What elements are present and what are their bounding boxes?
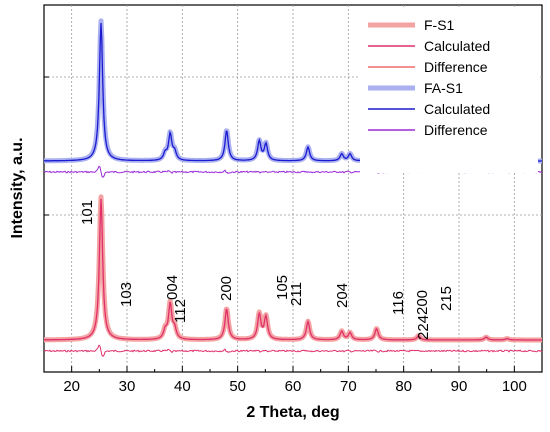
- legend-label: Calculated: [424, 38, 490, 54]
- x-axis-ticks: 20 30 40 50 60 70 80 90 100: [63, 366, 527, 395]
- peak-label: 101: [79, 200, 96, 225]
- peak-label: 112: [172, 299, 189, 323]
- peak-label: 200: [414, 290, 431, 315]
- legend-label: F-S1: [424, 17, 455, 33]
- x-tick-label: 60: [285, 378, 302, 395]
- x-tick-label: 40: [174, 378, 191, 395]
- legend-label: FA-S1: [424, 80, 463, 96]
- peak-label: 004: [164, 275, 181, 300]
- x-tick-label: 90: [451, 378, 468, 395]
- legend: F-S1 Calculated Difference FA-S1 Calculated D…: [360, 9, 538, 173]
- legend-label: Calculated: [424, 101, 490, 117]
- x-tick-label: 50: [229, 378, 246, 395]
- peak-label: 224: [415, 315, 432, 340]
- legend-background: [360, 9, 538, 173]
- x-axis-title: 2 Theta, deg: [246, 404, 339, 421]
- x-tick-label: 80: [395, 378, 412, 395]
- peak-label: 211: [288, 282, 305, 306]
- series-f-s1-difference: [43, 344, 543, 358]
- peak-label: 200: [218, 276, 235, 301]
- legend-label: Difference: [424, 122, 488, 138]
- peak-label: 116: [390, 291, 407, 315]
- series-f-s1-calculated: [44, 198, 542, 341]
- peak-label: 105: [274, 275, 291, 300]
- x-tick-label: 70: [340, 378, 357, 395]
- peak-label: 204: [334, 283, 351, 308]
- legend-label: Difference: [424, 59, 488, 75]
- x-tick-label: 30: [119, 378, 136, 395]
- peak-label: 215: [438, 286, 455, 311]
- x-tick-label: 20: [63, 378, 80, 395]
- y-axis-title: Intensity, a.u.: [9, 137, 26, 238]
- peak-label: 103: [118, 282, 135, 307]
- x-tick-label: 100: [502, 378, 527, 395]
